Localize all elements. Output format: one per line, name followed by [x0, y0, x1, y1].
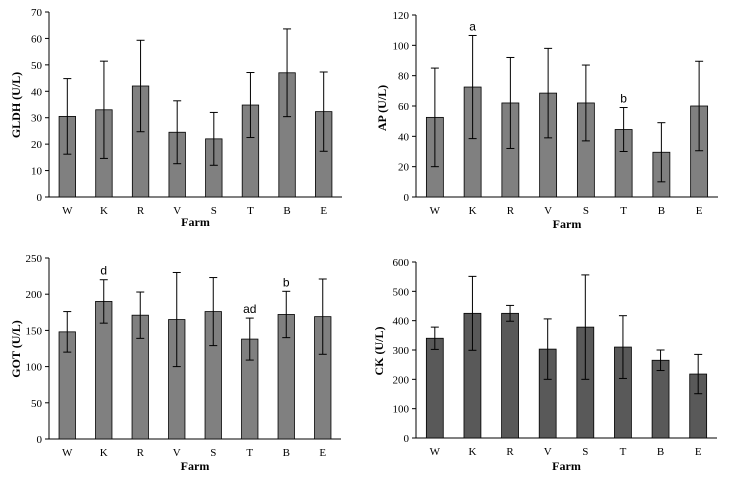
- got-x-tick-label: W: [62, 447, 73, 459]
- ap-y-tick-label: 40: [398, 131, 410, 143]
- gldh-x-tick-label: R: [137, 205, 145, 217]
- ap-y-axis-title: AP (U/L): [375, 85, 389, 131]
- ap-x-tick-label: S: [583, 205, 589, 217]
- got-y-axis-title: GOT (U/L): [9, 320, 23, 377]
- ap-y-tick-label: 80: [398, 71, 410, 83]
- gldh-y-tick-label: 0: [37, 192, 43, 204]
- got-y-tick-label: 50: [31, 398, 43, 410]
- gldh-y-tick-label: 40: [31, 86, 43, 98]
- ck-x-tick-label: E: [695, 446, 702, 458]
- ap-x-tick-label: W: [430, 205, 441, 217]
- got-x-tick-label: K: [100, 447, 108, 459]
- ap-x-tick-label: B: [658, 205, 665, 217]
- ck-bar-B: [651, 359, 670, 439]
- got-y-tick-label: 0: [37, 434, 43, 446]
- chart-ap: 0 20 40 60 80 100 120 W Ka R V S Tb B E Farm AP (U/L): [375, 10, 718, 231]
- gldh-y-tick-label: 30: [31, 113, 43, 125]
- gldh-x-tick-label: V: [173, 205, 181, 217]
- gldh-x-tick-label: K: [100, 205, 108, 217]
- ck-x-tick-label: V: [544, 446, 552, 458]
- ap-y-tick-label: 60: [398, 101, 410, 113]
- ck-x-tick-label: R: [506, 446, 514, 458]
- got-y-tick-label: 200: [26, 289, 43, 301]
- ap-x-tick-label: T: [620, 205, 627, 217]
- got-x-tick-label: S: [210, 447, 216, 459]
- ck-y-axis-title: CK (U/L): [372, 327, 386, 376]
- ck-y-tick-label: 600: [393, 257, 410, 269]
- got-y-tick-label: 150: [26, 325, 43, 337]
- ck-y-tick-label: 100: [393, 404, 410, 416]
- ap-y-tick-label: 0: [404, 192, 410, 204]
- gldh-x-tick-label: B: [283, 205, 290, 217]
- gldh-y-tick-label: 20: [31, 139, 43, 151]
- got-x-tick-label: R: [137, 447, 145, 459]
- got-y-tick-label: 100: [26, 362, 43, 374]
- ap-x-tick-label: E: [696, 205, 703, 217]
- ap-x-axis-title: Farm: [553, 217, 582, 231]
- ck-y-tick-label: 300: [393, 345, 410, 357]
- ap-y-tick-label: 120: [393, 10, 410, 22]
- got-annotation-T: ad: [243, 302, 256, 316]
- got-annotation-B: b: [283, 275, 290, 289]
- ap-annotation-K: a: [469, 19, 476, 33]
- chart-ck: 0 100 200 300 400 500 600 W K R V S T B E Farm CK (U/L): [372, 257, 717, 473]
- ap-y-tick-label: 100: [393, 40, 410, 52]
- got-x-tick-label: E: [319, 447, 326, 459]
- ck-bar-R: [501, 312, 519, 439]
- got-y-tick-label: 250: [26, 253, 43, 265]
- ap-x-tick-label: R: [507, 205, 515, 217]
- ck-y-tick-label: 200: [393, 374, 410, 386]
- ck-y-tick-label: 400: [393, 316, 410, 328]
- got-annotation-K: d: [100, 264, 107, 278]
- ck-x-tick-label: W: [430, 446, 441, 458]
- ap-x-tick-label: V: [544, 205, 552, 217]
- ap-x-tick-label: K: [469, 205, 477, 217]
- gldh-x-tick-label: T: [247, 205, 254, 217]
- gldh-x-axis-title: Farm: [181, 215, 210, 229]
- gldh-y-tick-label: 60: [31, 33, 43, 45]
- ck-x-tick-label: K: [468, 446, 476, 458]
- ap-y-tick-label: 20: [398, 162, 410, 174]
- ck-y-tick-label: 0: [404, 433, 410, 445]
- ck-x-axis-title: Farm: [552, 459, 581, 473]
- ck-x-tick-label: T: [620, 446, 627, 458]
- chart-gldh: 0 10 20 30 40 50 60 70 W K R V S T B E Farm GLDH (U/L): [9, 7, 342, 229]
- gldh-y-tick-label: 70: [31, 7, 43, 19]
- gldh-x-tick-label: W: [62, 205, 73, 217]
- gldh-x-tick-label: E: [320, 205, 327, 217]
- got-x-tick-label: V: [173, 447, 181, 459]
- chart-got: 0 50 100 150 200 250 W Kd R V S Tad Bb E Farm GOT (U/L): [9, 253, 341, 473]
- ck-x-tick-label: S: [582, 446, 588, 458]
- ap-annotation-T: b: [620, 92, 627, 106]
- gldh-y-tick-label: 10: [31, 166, 43, 178]
- ck-x-tick-label: B: [657, 446, 664, 458]
- gldh-y-tick-label: 50: [31, 60, 43, 72]
- got-x-axis-title: Farm: [181, 459, 210, 473]
- ck-y-tick-label: 500: [393, 286, 410, 298]
- ck-bar-W: [425, 337, 444, 439]
- gldh-y-axis-title: GLDH (U/L): [9, 72, 23, 138]
- gldh-x-tick-label: S: [211, 205, 217, 217]
- got-x-tick-label: B: [283, 447, 290, 459]
- got-x-tick-label: T: [246, 447, 253, 459]
